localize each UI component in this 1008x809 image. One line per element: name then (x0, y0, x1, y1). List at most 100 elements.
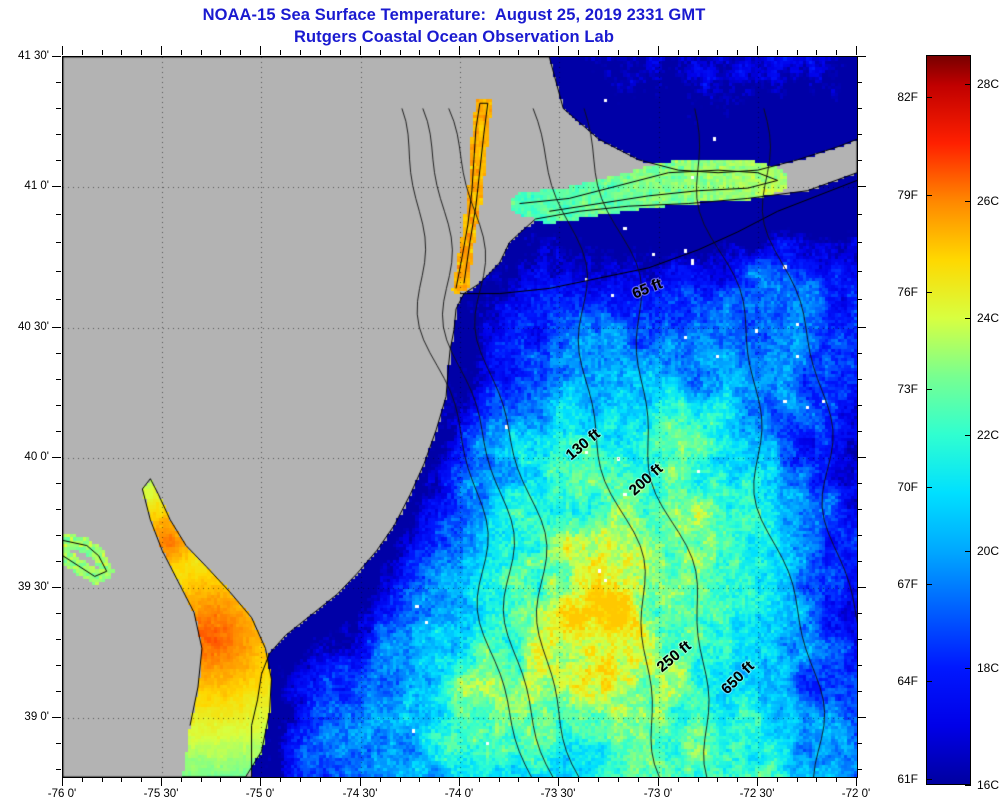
y-tick-major-right (857, 457, 866, 458)
x-tick-minor (777, 777, 778, 782)
x-tick-minor-top (698, 50, 699, 55)
x-axis-label: -76 0' (47, 788, 77, 800)
colorbar-tick-f (926, 97, 932, 98)
y-tick-major-right (857, 587, 866, 588)
y-tick-minor (56, 160, 61, 161)
y-tick-minor (56, 353, 61, 354)
y-tick-minor (56, 271, 61, 272)
y-tick-minor-right (857, 509, 862, 510)
y-tick-minor (56, 214, 61, 215)
x-tick-major (161, 777, 162, 786)
x-axis-label: -74 30' (342, 788, 378, 800)
x-tick-major (459, 777, 460, 786)
y-tick-major-right (857, 327, 866, 328)
sst-heatmap-canvas[interactable] (63, 57, 857, 777)
y-tick-minor (56, 299, 61, 300)
y-tick-minor (56, 613, 61, 614)
x-tick-minor (400, 777, 401, 782)
y-tick-minor (56, 108, 61, 109)
x-tick-minor-top (419, 50, 420, 55)
x-tick-minor-top (121, 50, 122, 55)
x-tick-minor-top (777, 50, 778, 55)
x-tick-minor (240, 777, 241, 782)
x-tick-major-top (658, 46, 659, 55)
colorbar-tick-c (965, 201, 971, 202)
x-tick-minor-top (439, 50, 440, 55)
y-tick-minor-right (857, 431, 862, 432)
colorbar-tick-c (965, 551, 971, 552)
x-axis-label: -73 0' (643, 788, 673, 800)
x-tick-minor (419, 777, 420, 782)
y-tick-major (52, 587, 61, 588)
colorbar-label-celsius: 22C (977, 428, 1000, 442)
x-tick-major-top (161, 46, 162, 55)
y-axis-label: 40 30' (18, 321, 49, 333)
x-tick-major-top (558, 46, 559, 55)
x-tick-minor (499, 777, 500, 782)
y-axis-label: 41 0' (24, 180, 49, 192)
colorbar-label-fahrenheit: 61F (897, 772, 918, 786)
x-tick-minor-top (737, 50, 738, 55)
y-tick-minor (56, 82, 61, 83)
colorbar-label-celsius: 18C (977, 661, 1000, 675)
y-tick-major (52, 56, 61, 57)
y-tick-minor (56, 405, 61, 406)
x-tick-minor (102, 777, 103, 782)
y-tick-minor (56, 431, 61, 432)
y-tick-minor-right (857, 353, 862, 354)
x-tick-minor (201, 777, 202, 782)
y-tick-minor-right (857, 379, 862, 380)
x-tick-minor-top (280, 50, 281, 55)
colorbar-tick-c (965, 318, 971, 319)
x-axis-label: -75 30' (143, 788, 179, 800)
title-block: NOAA-15 Sea Surface Temperature: August … (0, 4, 908, 48)
y-tick-major (52, 186, 61, 187)
colorbar-tick-f (926, 584, 932, 585)
x-tick-minor (678, 777, 679, 782)
x-tick-major-top (757, 46, 758, 55)
y-tick-minor-right (857, 242, 862, 243)
y-tick-minor-right (857, 108, 862, 109)
x-tick-minor (320, 777, 321, 782)
colorbar-label-celsius: 24C (977, 311, 1000, 325)
x-tick-minor (82, 777, 83, 782)
y-tick-minor-right (857, 639, 862, 640)
x-tick-minor-top (538, 50, 539, 55)
y-tick-minor-right (857, 160, 862, 161)
page-title: NOAA-15 Sea Surface Temperature: August … (202, 6, 706, 24)
sst-map-plot[interactable]: 65 ft 65 ft 130 ft 130 ft 200 ft 200 ft 250 ft… (62, 56, 858, 778)
colorbar[interactable] (926, 55, 971, 785)
colorbar-tick-c (965, 668, 971, 669)
y-tick-minor-right (857, 405, 862, 406)
colorbar-gradient (927, 56, 970, 784)
x-tick-minor-top (141, 50, 142, 55)
x-tick-minor-top (201, 50, 202, 55)
x-tick-major (658, 777, 659, 786)
x-tick-minor (300, 777, 301, 782)
y-tick-minor (56, 691, 61, 692)
x-axis-label: -73 30' (540, 788, 576, 800)
colorbar-tick-c (965, 435, 971, 436)
x-tick-minor (439, 777, 440, 782)
y-tick-minor (56, 509, 61, 510)
y-tick-minor (56, 535, 61, 536)
y-tick-major-right (857, 186, 866, 187)
y-tick-major (52, 457, 61, 458)
x-axis-label: -74 0' (444, 788, 474, 800)
x-axis-label: -72 0' (841, 788, 871, 800)
y-tick-minor-right (857, 535, 862, 536)
x-tick-major (558, 777, 559, 786)
y-tick-major-right (857, 56, 866, 57)
y-axis-label: 39 30' (18, 581, 49, 593)
x-tick-minor-top (181, 50, 182, 55)
y-tick-minor-right (857, 214, 862, 215)
x-tick-minor-top (717, 50, 718, 55)
y-tick-minor-right (857, 82, 862, 83)
y-tick-minor-right (857, 271, 862, 272)
x-tick-major (856, 777, 857, 786)
y-tick-major-right (857, 717, 866, 718)
x-tick-minor-top (836, 50, 837, 55)
colorbar-tick-f (926, 779, 932, 780)
colorbar-label-fahrenheit: 67F (897, 577, 918, 591)
x-tick-major-top (260, 46, 261, 55)
